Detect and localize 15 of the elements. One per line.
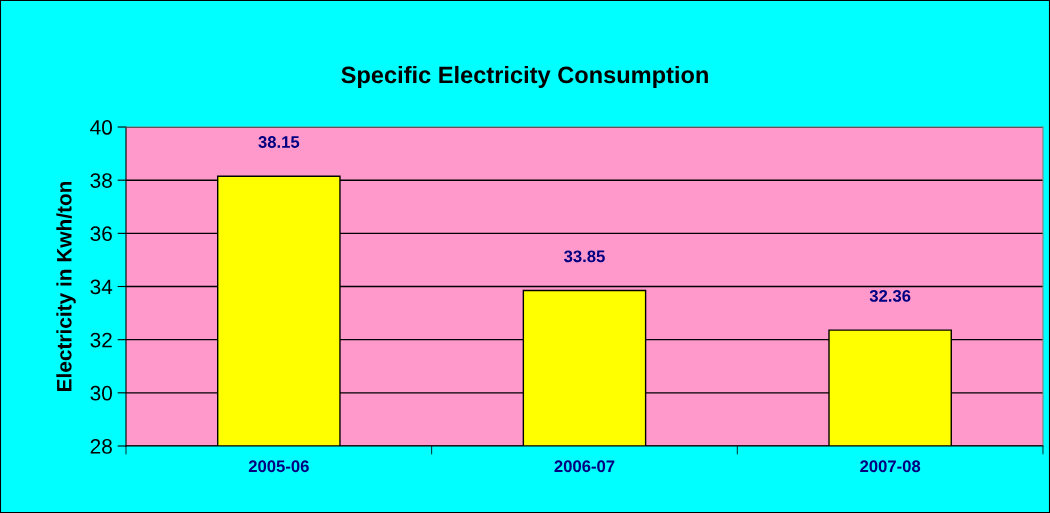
y-axis-title: Electricity in Kwh/ton — [56, 181, 76, 392]
data-label: 32.36 — [869, 290, 911, 302]
y-tick-label: 32 — [90, 332, 112, 348]
x-tick-label: 2005-06 — [248, 460, 309, 473]
x-tick-label: 2006-07 — [554, 460, 615, 473]
data-label: 33.85 — [564, 250, 605, 263]
y-tick-label: 30 — [90, 385, 112, 401]
x-tick-label: 2007-08 — [860, 460, 921, 473]
y-tick-label: 34 — [90, 279, 113, 295]
data-label: 38.15 — [258, 136, 300, 148]
y-tick-label: 36 — [90, 226, 112, 242]
y-tick-label: 38 — [90, 173, 112, 188]
y-tick-label: 28 — [90, 439, 112, 454]
chart-title: Specific Electricity Consumption — [341, 65, 708, 88]
y-tick-label: 40 — [90, 120, 112, 135]
